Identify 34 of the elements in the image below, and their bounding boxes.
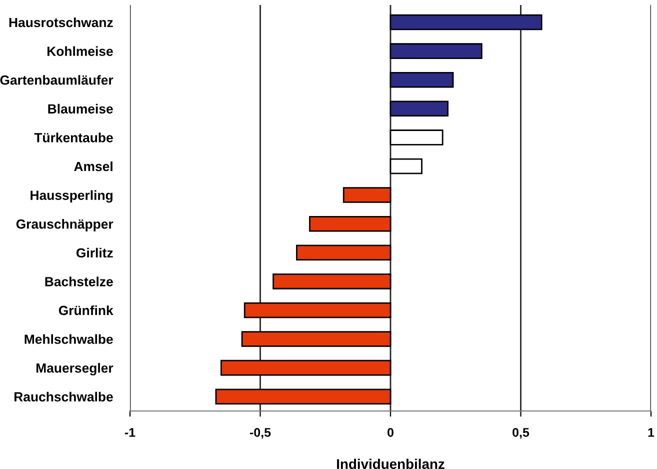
x-axis-title: Individuenbilanz [337,458,444,469]
x-tick-label: -0,5 [250,428,271,439]
bar [342,187,392,203]
bar [272,274,392,290]
y-tick-label: Grünfink [58,305,114,316]
y-tick-label: Haussperling [30,190,112,203]
y-tick-label: Grauschnäpper [16,219,114,232]
y-tick-label: Girlitz [76,248,113,258]
bar [220,360,392,376]
y-tick-label: Rauchschwalbe [14,392,113,402]
x-tick-label: 0 [388,428,394,437]
y-tick-label: Blaumeise [48,104,113,114]
y-tick-label: Kohlmeise [47,46,113,56]
y-tick-label: Bachstelze [45,276,113,286]
bar [296,244,392,261]
y-tick-label: Mehlschwalbe [24,334,113,344]
bar [390,72,454,88]
y-tick-label: Hausrotschwanz [9,17,113,28]
y-tick-label: Türkentaube [34,132,113,142]
bar [390,43,482,59]
bar [215,388,392,404]
y-tick-label: Gartenbaumläufer [0,75,114,85]
bar [390,14,542,30]
x-tick-label: -1 [124,428,136,437]
x-tick-label: 1 [648,428,654,437]
bar [390,100,449,117]
y-tick-label: Amsel [74,161,112,172]
bar [244,302,392,318]
bar [241,331,392,347]
x-tick-label: 0,5 [512,428,530,439]
y-tick-label: Mauersegler [36,363,114,376]
bar [390,158,422,174]
bar [390,130,444,146]
bar [309,216,392,232]
